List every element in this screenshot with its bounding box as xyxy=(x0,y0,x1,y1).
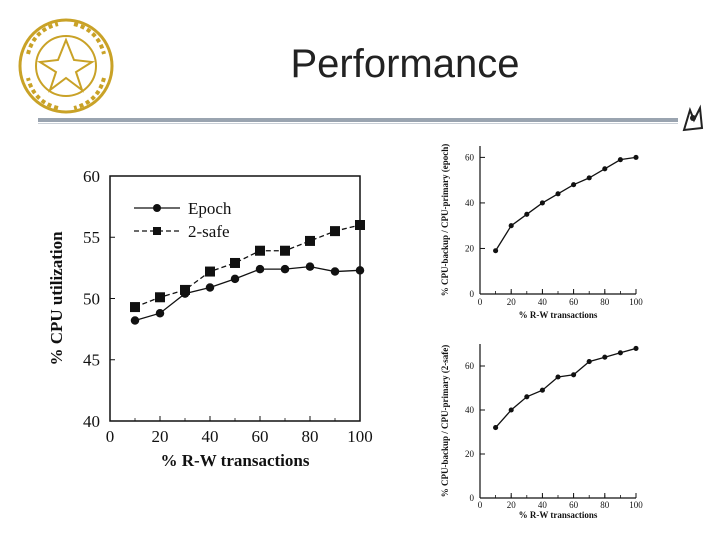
chart2-point-epoch xyxy=(555,191,561,197)
title-divider xyxy=(38,118,678,122)
chart1-point-2-safe xyxy=(355,220,365,230)
chart1-point-2-safe xyxy=(305,235,315,246)
chart2-x-tick-label: 40 xyxy=(538,297,548,307)
chart2-x-tick-label: 80 xyxy=(600,297,610,307)
chart2-x-axis-label: % R-W transactions xyxy=(519,310,598,320)
chart2-x-tick-label: 20 xyxy=(507,297,517,307)
chart2-y-tick-label: 0 xyxy=(470,289,475,299)
chart1-y-axis-label: % CPU utilization xyxy=(47,231,66,366)
chart1-point-Epoch xyxy=(280,264,290,274)
seal-emblem xyxy=(37,37,95,93)
chart1-y-tick-label: 60 xyxy=(83,167,100,186)
chart2-y-tick-label: 60 xyxy=(465,153,475,163)
chart2-point-epoch xyxy=(617,157,623,163)
chart3-point-2-safe xyxy=(633,345,639,351)
chart3-point-2-safe xyxy=(617,350,623,356)
chart1-x-tick-label: 60 xyxy=(252,427,269,446)
chart2-point-epoch xyxy=(508,223,514,229)
chart2-point-epoch xyxy=(571,182,577,188)
chart1-y-tick-label: 45 xyxy=(83,351,100,370)
chart3-point-2-safe xyxy=(524,394,530,400)
chart2-point-epoch xyxy=(602,166,608,172)
chart3-x-tick-label: 40 xyxy=(538,500,548,510)
chart1-axes-frame xyxy=(109,175,361,422)
chart3-point-2-safe xyxy=(571,372,577,378)
chart2-y-tick-label: 20 xyxy=(465,244,475,254)
chart1-y-tick-label: 40 xyxy=(83,412,100,431)
chart3-y-tick-label: 40 xyxy=(465,405,475,415)
chart1-point-Epoch xyxy=(355,266,365,275)
chart1-point-Epoch xyxy=(330,267,340,276)
chart1-point-Epoch xyxy=(205,283,215,292)
slide-title: Performance xyxy=(290,42,520,86)
chart2-x-tick-label: 60 xyxy=(569,297,579,307)
chart3-point-2-safe xyxy=(586,359,592,365)
legend-label-Epoch: Epoch xyxy=(188,199,232,218)
chart2-x-tick-label: 0 xyxy=(478,297,483,307)
chart1-x-tick-label: 0 xyxy=(106,427,115,446)
chart2-y-axis-label: % CPU-backup / CPU-primary (epoch) xyxy=(440,144,450,297)
chart1-series-Epoch-line xyxy=(134,265,361,322)
chart1-point-Epoch xyxy=(230,274,240,284)
chart3-point-2-safe xyxy=(493,425,499,431)
chart1-y-tick-label: 55 xyxy=(83,228,100,247)
seal-lettering-glyphs xyxy=(26,22,106,110)
chart2-point-epoch xyxy=(633,154,639,160)
chart1-point-Epoch xyxy=(305,262,315,271)
chart1-point-2-safe xyxy=(205,266,215,277)
chart2-point-epoch xyxy=(586,175,592,181)
chart3-x-tick-label: 20 xyxy=(507,500,517,510)
chart3-x-axis-label: % R-W transactions xyxy=(519,510,598,520)
chart3-y-tick-label: 0 xyxy=(470,493,475,503)
decorative-corner-icon xyxy=(682,104,704,132)
chart1-point-2-safe xyxy=(255,245,265,256)
seal-inner-ring xyxy=(35,35,97,97)
chart1-point-2-safe xyxy=(130,302,140,313)
chart2-point-epoch xyxy=(524,211,530,217)
chart3-x-tick-label: 80 xyxy=(600,500,610,510)
legend-marker-2-safe xyxy=(153,227,161,235)
chart1-x-tick-label: 40 xyxy=(202,427,219,446)
chart3-x-tick-label: 100 xyxy=(629,500,643,510)
chart2-point-epoch xyxy=(539,200,545,206)
chart1-x-tick-label: 80 xyxy=(302,427,319,446)
chart2-series-epoch-line xyxy=(495,156,637,252)
chart1-point-2-safe xyxy=(330,226,340,237)
chart1-point-Epoch xyxy=(255,264,265,274)
chart1-point-2-safe xyxy=(230,257,240,268)
chart1-x-axis-label: % R-W transactions xyxy=(161,451,310,470)
chart3-y-tick-label: 60 xyxy=(465,361,475,371)
chart1-point-2-safe xyxy=(155,292,165,303)
chart1-series-2-safe-line xyxy=(134,224,361,308)
chart1-y-tick-label: 50 xyxy=(83,289,100,308)
chart1-point-2-safe xyxy=(180,284,190,295)
chart3-point-2-safe xyxy=(555,374,561,380)
title-divider-thin xyxy=(38,123,678,124)
chart3-y-axis-label: % CPU-backup / CPU-primary (2-safe) xyxy=(440,345,450,497)
legend-label-2-safe: 2-safe xyxy=(188,222,230,241)
university-seal-logo xyxy=(18,18,114,114)
chart2-x-tick-label: 100 xyxy=(629,297,643,307)
chart3-x-tick-label: 0 xyxy=(478,500,483,510)
chart3-point-2-safe xyxy=(539,387,545,393)
chart1-point-2-safe xyxy=(280,245,290,256)
chart3-point-2-safe xyxy=(508,407,514,413)
chart2-point-epoch xyxy=(493,248,499,254)
legend-marker-Epoch xyxy=(153,204,161,212)
chart1-x-tick-label: 20 xyxy=(152,427,169,446)
chart3-x-tick-label: 60 xyxy=(569,500,579,510)
chart3-point-2-safe xyxy=(602,354,608,360)
chart2-y-tick-label: 40 xyxy=(465,198,475,208)
chart1-point-Epoch xyxy=(155,308,165,318)
chart1-point-Epoch xyxy=(130,316,140,325)
seal-outer-ring xyxy=(18,18,114,114)
chart3-series-2-safe-line xyxy=(495,347,637,429)
chart1-x-tick-label: 100 xyxy=(347,427,373,446)
chart3-y-tick-label: 20 xyxy=(465,449,475,459)
